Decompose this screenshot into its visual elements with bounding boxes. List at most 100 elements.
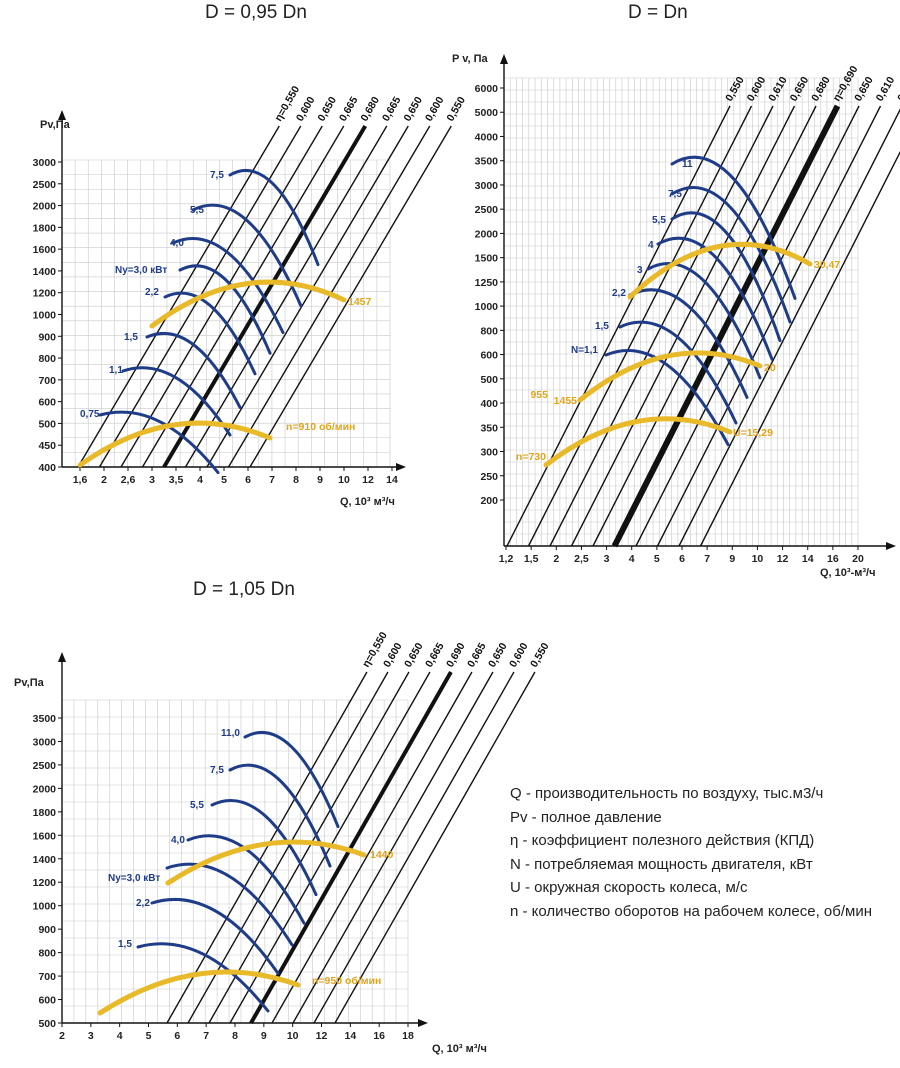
y-tick-label: 1000 [33, 901, 57, 913]
y-tick-label: 300 [480, 447, 498, 459]
chart-2-grid [503, 77, 859, 547]
legend-item-eta: η - коэффициент полезного действия (КПД) [510, 832, 815, 849]
efficiency-line [292, 671, 494, 1024]
efficiency-line [141, 125, 345, 468]
efficiency-line [656, 105, 882, 547]
speed-label: 1455 [554, 395, 578, 407]
y-tick-label: 800 [38, 948, 56, 960]
x-tick-label: 7 [704, 553, 710, 565]
power-label: 7,5 [668, 189, 682, 200]
y-tick-label: 2500 [33, 760, 57, 772]
y-tick-label: 2000 [33, 201, 57, 213]
speed-label: 20 [764, 362, 776, 374]
x-tick-label: 5 [146, 1030, 152, 1042]
y-tick-label: 1200 [33, 877, 57, 889]
x-tick-label: 3,5 [169, 474, 184, 486]
y-axis-arrow [58, 110, 66, 120]
efficiency-label: 0,680 [358, 95, 382, 124]
speed-curve [543, 416, 733, 468]
y-tick-label: 700 [38, 375, 56, 387]
efficiency-line [206, 125, 409, 468]
x-tick-label: 3 [88, 1030, 94, 1042]
efficiency-label: 0,650 [401, 95, 425, 124]
power-curve [136, 942, 270, 1013]
x-tick-label: 5 [654, 553, 660, 565]
y-tick-label: 1600 [33, 244, 57, 256]
y-tick-label: 800 [480, 325, 498, 337]
power-label: 1,5 [118, 939, 132, 950]
y-tick-label: 1000 [475, 301, 499, 313]
power-label: N=1,1 [571, 345, 598, 356]
y-tick-label: 1250 [475, 277, 499, 289]
y-tick-label: 350 [480, 422, 498, 434]
efficiency-label: 0,650 [852, 75, 876, 104]
speed-label: 30,47 [814, 259, 840, 271]
power-label: 11 [682, 159, 693, 170]
power-curve [228, 763, 332, 868]
efficiency-line [334, 671, 536, 1024]
x-tick-label: 10 [752, 553, 764, 565]
power-label: 11,0 [221, 728, 240, 739]
x-tick-label: 2 [101, 474, 107, 486]
x-tick-label: 2 [553, 553, 559, 565]
x-tick-label: 9 [729, 553, 735, 565]
y-axis-label: P v, Па [452, 53, 489, 65]
y-tick-label: 1500 [475, 253, 499, 265]
x-tick-label: 2 [59, 1030, 65, 1042]
efficiency-label: 0,610 [874, 75, 898, 104]
power-curve [670, 186, 792, 324]
x-tick-label: 8 [293, 474, 299, 486]
efficiency-label: 0,650 [315, 95, 339, 124]
x-axis-label: Q, 10³ м³/ч [432, 1043, 487, 1055]
y-tick-label: 2500 [475, 204, 499, 216]
x-axis-arrow [396, 463, 406, 471]
y-tick-label: 600 [480, 350, 498, 362]
y-tick-label: 450 [38, 440, 56, 452]
speed-label: U=15,29 [733, 427, 773, 439]
efficiency-label: 0,550 [444, 95, 468, 124]
power-label: 0,75 [80, 409, 100, 420]
speed-curve [77, 420, 273, 468]
power-curve [165, 862, 294, 947]
power-label: 4 [648, 240, 654, 251]
y-tick-label: 3000 [475, 180, 499, 192]
power-curve [646, 262, 762, 380]
y-tick-label: 3000 [33, 157, 57, 169]
y-tick-label: 600 [38, 397, 56, 409]
y-tick-label: 4000 [475, 131, 499, 143]
x-tick-label: 10 [338, 474, 350, 486]
x-tick-label: 2,6 [121, 474, 136, 486]
power-curve [178, 264, 272, 355]
power-label: 4,0 [170, 238, 184, 249]
chart-1-title: D = 0,95 Dn [205, 2, 307, 23]
efficiency-line [678, 108, 900, 547]
speed-label: n=730 [516, 451, 546, 463]
efficiency-line [166, 671, 368, 1024]
power-curve [670, 155, 797, 300]
efficiency-label: 0,600 [294, 95, 318, 124]
power-curve [604, 349, 730, 447]
power-label: 5,5 [190, 205, 204, 216]
y-tick-label: 500 [480, 374, 498, 386]
x-tick-label: 9 [261, 1030, 267, 1042]
y-tick-label: 900 [38, 924, 56, 936]
efficiency-label: 0,600 [895, 75, 900, 104]
power-label: 1,1 [109, 365, 123, 376]
efficiency-label: 0,665 [337, 95, 361, 124]
legend-item-n-speed: n - количество оборотов на рабочем колес… [510, 902, 873, 920]
x-tick-label: 12 [316, 1030, 328, 1042]
speed-curve [149, 279, 347, 329]
power-label: 5,5 [652, 215, 666, 226]
efficiency-line [249, 125, 452, 468]
efficiency-label: 0,550 [528, 641, 552, 670]
efficiency-label: 0,690 [444, 641, 468, 670]
x-tick-label: 12 [777, 553, 789, 565]
speed-label: n=950 об/мин [312, 975, 381, 987]
efficiency-label: 0,650 [486, 641, 510, 670]
efficiency-label: 0,665 [380, 95, 404, 124]
y-tick-label: 2500 [33, 179, 57, 191]
y-tick-label: 6000 [475, 83, 499, 95]
y-tick-label: 2000 [33, 783, 57, 795]
y-tick-label: 3500 [33, 713, 57, 725]
